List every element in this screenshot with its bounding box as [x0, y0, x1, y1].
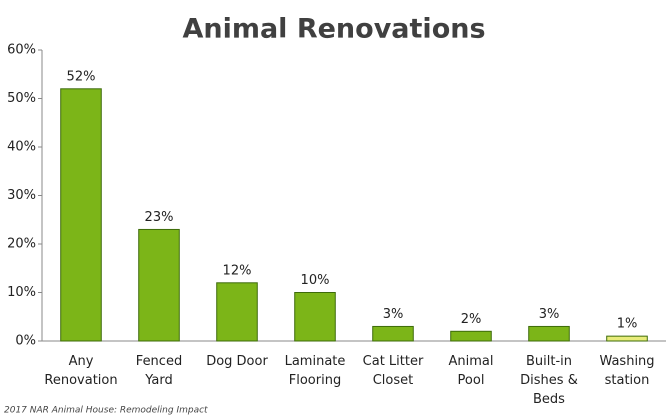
data-label: 2% — [461, 312, 482, 327]
bar — [216, 282, 258, 342]
bar — [372, 325, 414, 342]
data-label: 12% — [223, 263, 252, 278]
x-tick-label: Fenced Yard — [136, 354, 182, 388]
bar — [294, 292, 336, 342]
x-tick-label: Any Renovation — [44, 354, 117, 388]
y-tick-label: 10% — [7, 285, 36, 300]
x-tick-label: Animal Pool — [449, 354, 494, 388]
y-tick-label: 60% — [7, 43, 36, 58]
data-label: 3% — [383, 307, 404, 322]
y-tick-label: 0% — [15, 334, 36, 349]
x-tick-label: Laminate Flooring — [285, 354, 346, 388]
x-tick-label: Dog Door — [206, 354, 268, 369]
y-tick-label: 30% — [7, 188, 36, 203]
x-tick-label: Cat Litter Closet — [363, 354, 424, 388]
bar — [60, 88, 102, 342]
data-label: 23% — [145, 210, 174, 225]
y-tick-label: 20% — [7, 237, 36, 252]
y-tick-label: 50% — [7, 91, 36, 106]
bar — [606, 335, 648, 342]
x-tick-label: Washing station — [599, 354, 654, 388]
data-label: 3% — [539, 307, 560, 322]
bar — [528, 325, 570, 342]
data-label: 1% — [617, 317, 638, 332]
chart-title: Animal Renovations — [182, 14, 485, 45]
data-label: 10% — [301, 273, 330, 288]
data-label: 52% — [67, 69, 96, 84]
x-tick-label: Built-in Dishes & Beds — [520, 354, 578, 407]
y-tick-label: 40% — [7, 140, 36, 155]
source-note: 2017 NAR Animal House: Remodeling Impact — [4, 406, 208, 416]
bar — [138, 228, 180, 342]
bar — [450, 330, 492, 342]
